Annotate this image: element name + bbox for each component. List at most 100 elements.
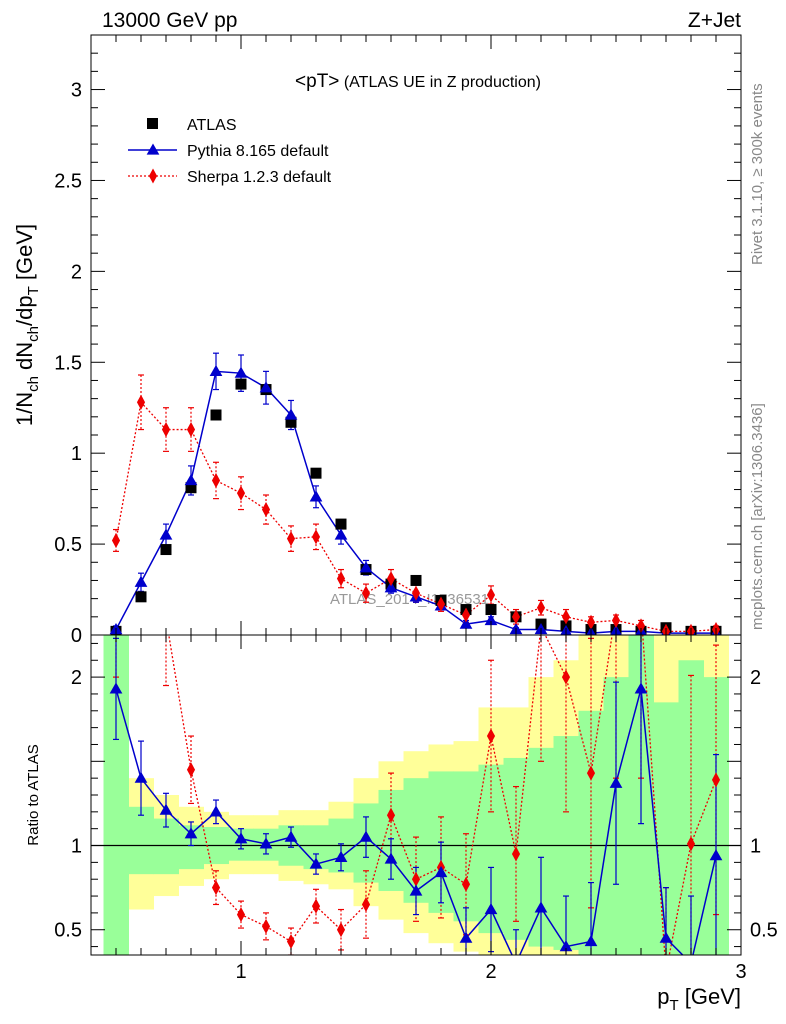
- sherpa-point: [461, 607, 471, 623]
- legend-marker-atlas: [147, 118, 158, 129]
- sherpa-ratio-point: [186, 762, 196, 778]
- legend-label-sherpa: Sherpa 1.2.3 default: [187, 169, 332, 186]
- pythia-ratio-point: [309, 857, 323, 869]
- sherpa-ratio-point: [663, 965, 670, 978]
- pythia-ratio-point: [134, 771, 148, 783]
- band-green: [128, 806, 154, 875]
- pythia-point: [259, 381, 273, 393]
- sherpa-ratio-point: [586, 765, 596, 781]
- pythia-point: [359, 561, 373, 573]
- header-collision: 13000 GeV pp: [102, 9, 237, 32]
- header-process: Z+Jet: [688, 9, 741, 32]
- sherpa-ratio-point: [386, 807, 396, 823]
- atlas-point: [210, 409, 222, 421]
- pythia-ratio-point: [584, 935, 598, 947]
- atlas-point: [160, 544, 172, 556]
- x-tick-label: 1: [235, 961, 246, 983]
- pythia-ratio-point: [184, 827, 198, 839]
- y-tick-label: 0.5: [54, 534, 82, 556]
- pythia-ratio-point: [109, 682, 123, 694]
- sherpa-point: [286, 531, 296, 547]
- atlas-point: [185, 482, 197, 494]
- sherpa-point: [361, 585, 371, 601]
- pythia-ratio-point: [284, 830, 298, 842]
- y-tick-label: 2: [71, 667, 82, 689]
- y-tick-label: 1: [71, 836, 82, 858]
- sherpa-point: [111, 532, 121, 549]
- y-tick-label: 0: [71, 625, 82, 647]
- sherpa-ratio-point: [311, 898, 321, 914]
- legend-label-pythia: Pythia 8.165 default: [187, 143, 329, 160]
- y-tick-label: 2.5: [54, 170, 82, 192]
- sherpa-point: [436, 596, 446, 612]
- legend: ATLAS Pythia 8.165 default Sherpa 1.2.3 de…: [128, 117, 332, 186]
- ratio-xlabel: pT [GeV]: [657, 984, 741, 1014]
- atlas-point: [285, 416, 297, 428]
- sherpa-ratio-point: [638, 603, 645, 616]
- watermark: ATLAS_2014_I1736531: [330, 591, 489, 608]
- pythia-ratio-point: [334, 850, 348, 862]
- y-tick-label: 0.5: [54, 920, 82, 942]
- sherpa-ratio-point: [286, 933, 296, 950]
- sherpa-point: [561, 609, 571, 625]
- sherpa-point: [186, 421, 196, 438]
- ratio-ylabel: Ratio to ATLAS: [25, 744, 42, 845]
- svg-text:pT [GeV]: pT [GeV]: [657, 984, 741, 1014]
- atlas-point: [410, 574, 422, 586]
- pythia-ratio-point: [209, 805, 223, 817]
- ratio-panel: 1 2 30.5 0.51 12 2 Ratio to ATLAS pT [GeV]: [25, 603, 778, 1014]
- pythia-ratio-point: [484, 903, 498, 915]
- y-tick-label-right: 2: [750, 667, 761, 689]
- main-title: <pT> (ATLAS UE in Z production): [295, 71, 541, 92]
- pythia-ratio-point: [384, 852, 398, 864]
- sherpa-ratio-point: [486, 728, 496, 744]
- sherpa-point: [611, 612, 621, 629]
- sherpa-ratio-point: [511, 846, 521, 862]
- sherpa-ratio-point: [336, 922, 346, 938]
- legend-label-atlas: ATLAS: [187, 117, 237, 134]
- band-green: [153, 818, 179, 875]
- pythia-point: [134, 575, 148, 587]
- y-tick-label: 2: [71, 261, 82, 283]
- sherpa-point: [386, 571, 396, 587]
- sherpa-ratio-point: [236, 907, 246, 923]
- pythia-point: [334, 528, 348, 540]
- pythia-ratio-point: [409, 884, 423, 896]
- legend-marker-pythia: [146, 143, 160, 155]
- pythia-ratio-point: [609, 776, 623, 788]
- pythia-ratio-point: [534, 901, 548, 913]
- sherpa-point: [161, 421, 171, 438]
- rivet-label: Rivet 3.1.10, ≥ 300k events: [749, 83, 766, 265]
- pythia-point: [234, 366, 248, 378]
- pythia-point: [284, 408, 298, 420]
- sherpa-point: [486, 587, 496, 603]
- pythia-ratio-point: [434, 865, 448, 878]
- sherpa-ratio-point: [163, 612, 170, 625]
- y-tick-label-right: 0.5: [750, 920, 778, 942]
- sherpa-point: [311, 529, 321, 545]
- sherpa-ratio-point: [561, 669, 571, 685]
- sherpa-point: [336, 571, 346, 587]
- pythia-ratio-point: [459, 931, 473, 943]
- mcplots-label: mcplots.cern.ch [arXiv:1306.3436]: [749, 403, 766, 630]
- sherpa-ratio-point: [113, 603, 120, 616]
- sherpa-point: [536, 600, 546, 616]
- pythia-ratio-point: [709, 849, 723, 861]
- atlas-point: [335, 518, 347, 530]
- pythia-point: [159, 528, 173, 540]
- y-tick-label: 1.5: [54, 352, 82, 374]
- pythia-point: [309, 490, 323, 502]
- atlas-point: [135, 591, 147, 603]
- atlas-point: [235, 378, 247, 390]
- atlas-point: [485, 604, 497, 616]
- pythia-ratio-point: [686, 958, 697, 968]
- atlas-point: [310, 467, 322, 479]
- y-tick-label: 3: [71, 80, 82, 102]
- sherpa-point: [136, 394, 146, 410]
- sherpa-ratio-point: [686, 836, 696, 852]
- x-tick-label: 2: [485, 961, 496, 983]
- pythia-ratio-point: [659, 931, 673, 943]
- sherpa-point: [411, 585, 421, 601]
- pythia-ratio-point: [634, 682, 648, 694]
